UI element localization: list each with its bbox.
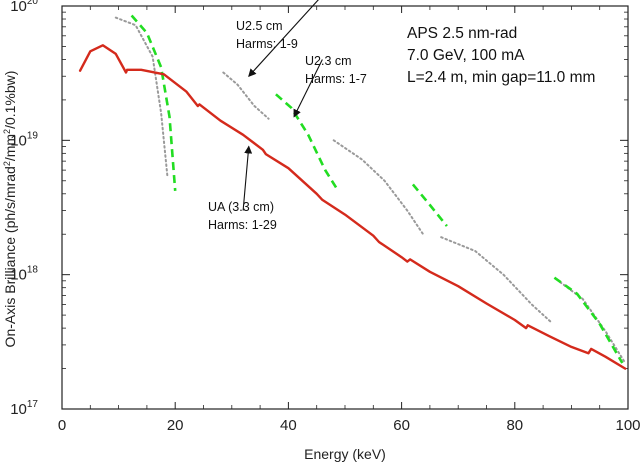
annotation-u23-line-1: U2.3 cm	[305, 54, 352, 68]
annotation-u25-line-1: U2.5 cm	[236, 19, 283, 33]
series-solid-segment-1	[78, 44, 627, 370]
annotation-arrow-2	[293, 59, 323, 118]
annotation-arrow-3	[242, 145, 253, 211]
annotations	[242, 0, 323, 211]
info-box: APS 2.5 nm-rad 7.0 GeV, 100 mA L=2.4 m, …	[407, 25, 595, 86]
y-tick-label: 1018	[10, 265, 38, 284]
series-layer	[78, 14, 627, 370]
annotation-ua-line-1: UA (3.3 cm)	[208, 200, 274, 214]
annotation-u23: U2.3 cm Harms: 1-7	[305, 54, 367, 86]
annotation-ua: UA (3.3 cm) Harms: 1-29	[208, 200, 277, 232]
info-line-ring: APS 2.5 nm-rad	[407, 25, 517, 42]
series-dashed-segment-3	[411, 183, 448, 227]
y-tick-label: 1019	[10, 130, 38, 149]
info-line-beam: 7.0 GeV, 100 mA	[407, 47, 525, 64]
annotation-u25-line-2: Harms: 1-9	[236, 37, 298, 51]
annotation-ua-line-2: Harms: 1-29	[208, 218, 277, 232]
axis-ticks: 0 20 40 60 80 100 1017 1018 1019 1020	[10, 0, 640, 434]
series-dotted-segment-2	[222, 71, 270, 120]
info-line-undulator: L=2.4 m, min gap=11.0 mm	[407, 69, 595, 86]
series-dashed-segment-4	[553, 276, 624, 364]
y-tick-label: 1020	[10, 0, 38, 15]
x-tick-label: 40	[280, 417, 297, 434]
y-axis-title-sup-2: 2	[2, 129, 12, 134]
annotation-arrow-1	[248, 0, 319, 77]
series-dashed-segment-2	[275, 93, 338, 189]
y-axis-title: On-Axis Brilliance (ph/s/mrad2/mm2/0.1%b…	[2, 71, 18, 348]
series-dotted-segment-3	[332, 139, 425, 236]
x-tick-label: 80	[506, 417, 523, 434]
annotation-u25: U2.5 cm Harms: 1-9	[236, 19, 298, 51]
series-dashed-segment-1	[130, 14, 177, 191]
x-tick-label: 20	[167, 417, 184, 434]
annotation-u23-line-2: Harms: 1-7	[305, 72, 367, 86]
x-axis-title: Energy (keV)	[304, 446, 386, 462]
x-tick-label: 60	[393, 417, 410, 434]
series-dotted-segment-1	[114, 16, 169, 177]
series-dotted-segment-4	[440, 236, 553, 324]
x-tick-label: 0	[58, 417, 66, 434]
y-tick-label: 1017	[10, 399, 38, 418]
x-tick-label: 100	[615, 417, 640, 434]
y-axis-title-sup-1: 2	[2, 161, 12, 166]
